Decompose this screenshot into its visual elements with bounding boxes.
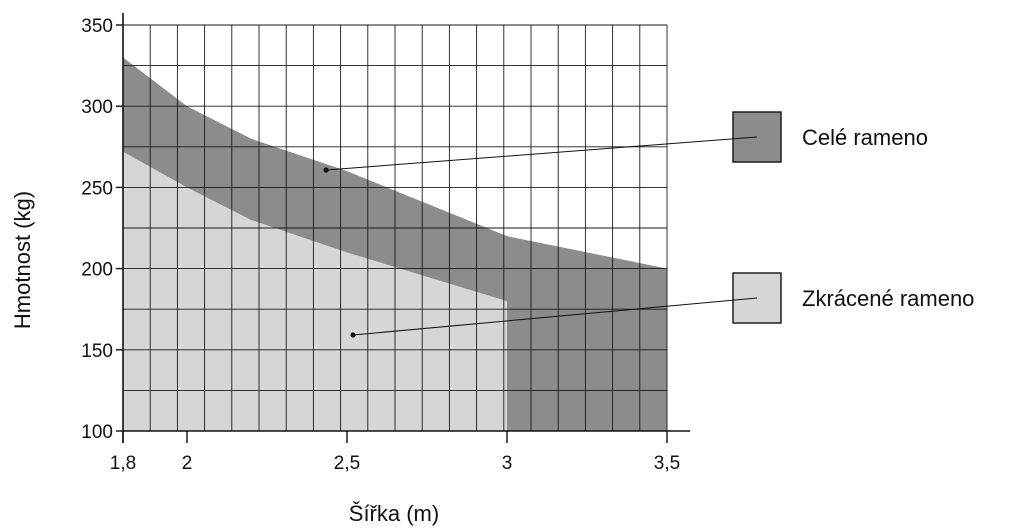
y-tick-label: 150 <box>81 341 113 362</box>
y-tick-label: 300 <box>81 97 113 118</box>
chart-axes <box>122 13 690 443</box>
y-tick-label: 200 <box>81 260 113 281</box>
x-tick-label: 3,5 <box>654 453 680 474</box>
chart-grid <box>123 24 668 431</box>
chart-legend: Celé rameno Zkrácené rameno <box>323 111 974 338</box>
x-tick-label: 3 <box>502 453 513 474</box>
x-tick-label: 1,8 <box>110 453 136 474</box>
legend-leader-dot-2 <box>350 332 356 338</box>
legend-label-2: Zkrácené rameno <box>802 286 974 311</box>
chart-ticks: 100 150 200 250 300 350 1,8 2 2,5 3 3,5 <box>81 16 680 474</box>
legend-leader-line-1 <box>325 136 758 171</box>
x-axis-title: Šířka (m) <box>349 501 439 526</box>
y-tick-label: 100 <box>81 422 113 443</box>
legend-leader-dot-1 <box>323 167 329 173</box>
legend-label-1: Celé rameno <box>802 125 928 150</box>
y-tick-label: 350 <box>81 16 113 37</box>
y-tick-label: 250 <box>81 178 113 199</box>
series-area-2 <box>123 151 507 431</box>
x-tick-label: 2,5 <box>334 453 360 474</box>
x-tick-label: 2 <box>182 453 193 474</box>
y-axis-title: Hmotnost (kg) <box>10 191 35 329</box>
legend-leader-line-2 <box>352 297 758 336</box>
